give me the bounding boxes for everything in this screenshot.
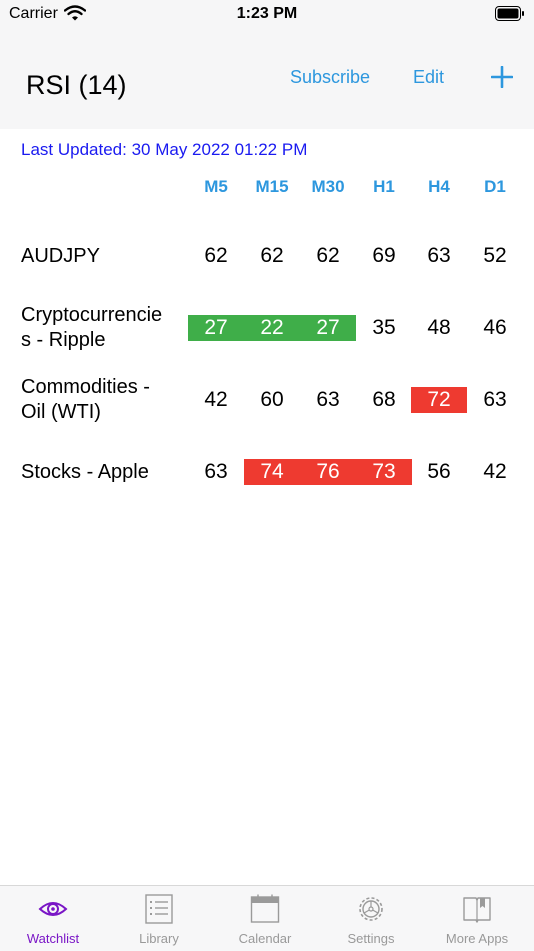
row-symbol-label[interactable]: Commodities - Oil (WTI) [21,376,150,423]
rsi-value-cell: 76 [300,459,356,485]
rsi-value-cell: 74 [244,459,300,485]
rsi-value-cell: 60 [260,388,284,411]
rsi-value-cell: 48 [427,316,451,339]
rsi-value-cell: 35 [372,316,396,339]
column-header-d1: D1 [484,177,506,196]
carrier-label: Carrier [9,5,58,22]
wifi-icon [64,5,86,21]
gear-icon [359,897,383,921]
row-symbol-label[interactable]: AUDJPY [21,244,100,267]
rsi-value-cell: 56 [427,460,451,483]
tab-library[interactable]: Library [106,886,212,951]
plus-icon[interactable] [491,66,513,88]
rsi-value-cell: 22 [244,315,300,341]
rsi-value-cell: 62 [204,244,228,267]
subscribe-button[interactable]: Subscribe [290,67,371,87]
rsi-value-cell: 69 [372,244,396,267]
tab-bar: Watchlist Library Calendar Settings [0,885,534,951]
rsi-value-cell: 42 [204,388,228,411]
rsi-value-cell: 63 [483,388,507,411]
column-header-h4: H4 [428,177,450,196]
column-header-m15: M15 [255,177,289,196]
status-bar: Carrier 1:23 PM [0,0,534,28]
eye-icon [38,902,68,916]
rsi-value-cell: 73 [356,459,412,485]
column-header-m5: M5 [204,177,228,196]
tab-calendar[interactable]: Calendar [212,886,318,951]
row-symbol-label[interactable]: Cryptocurrencie s - Ripple [21,304,163,351]
tab-watchlist[interactable]: Watchlist [0,886,106,951]
calendar-icon [250,894,280,923]
rsi-value-cell: 42 [483,460,507,483]
rsi-value-cell: 68 [372,388,396,411]
rsi-value-cell: 46 [483,316,507,339]
list-icon [145,894,173,924]
rsi-value-cell: 27 [300,315,356,341]
rsi-value-cell: 63 [204,460,228,483]
rsi-value-cell: 62 [316,244,340,267]
book-icon [463,897,491,923]
column-header-m30: M30 [311,177,345,196]
last-updated-label: Last Updated: 30 May 2022 01:22 PM [21,140,308,159]
tab-more-apps[interactable]: More Apps [424,886,530,951]
page-title: RSI (14) [26,70,127,100]
tab-label: Library [139,931,179,946]
tab-label: Calendar [238,931,292,946]
tab-settings[interactable]: Settings [318,886,424,951]
rsi-value-cell: 27 [188,315,244,341]
column-header-h1: H1 [373,177,395,196]
rsi-value-cell: 63 [427,244,451,267]
tab-label: More Apps [445,931,509,946]
edit-button[interactable]: Edit [413,67,445,87]
nav-bar: RSI (14) Subscribe Edit [0,28,534,129]
tab-label: Watchlist [26,931,80,946]
battery-icon [495,6,524,21]
tab-label: Settings [347,931,395,946]
rsi-value-cell: 62 [260,244,284,267]
rsi-value-cell: 52 [483,244,507,267]
rsi-value-cell: 72 [411,387,467,413]
row-symbol-label[interactable]: Stocks - Apple [21,460,149,483]
rsi-value-cell: 63 [316,388,340,411]
clock: 1:23 PM [236,5,298,22]
